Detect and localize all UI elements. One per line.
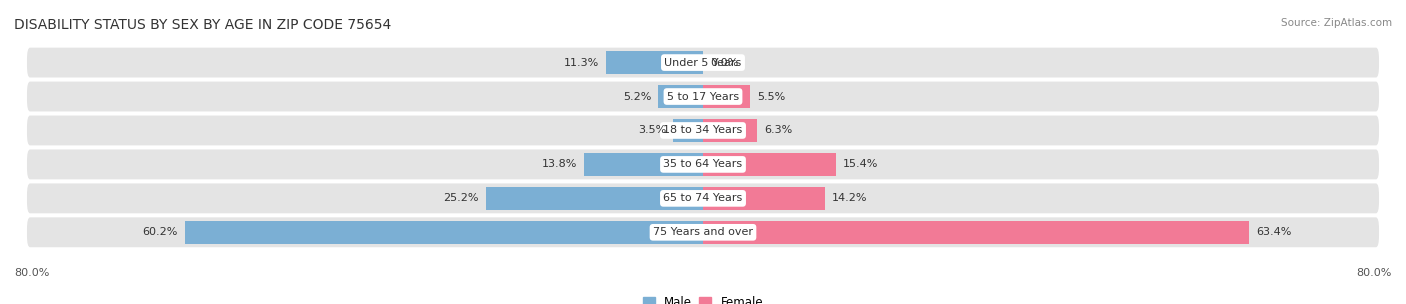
FancyBboxPatch shape — [27, 150, 1379, 179]
Bar — [673, 119, 703, 142]
Text: 3.5%: 3.5% — [638, 126, 666, 136]
Text: 35 to 64 Years: 35 to 64 Years — [664, 159, 742, 169]
Bar — [703, 119, 758, 142]
Text: 14.2%: 14.2% — [832, 193, 868, 203]
Bar — [486, 187, 703, 210]
Text: DISABILITY STATUS BY SEX BY AGE IN ZIP CODE 75654: DISABILITY STATUS BY SEX BY AGE IN ZIP C… — [14, 18, 391, 32]
Text: 13.8%: 13.8% — [541, 159, 578, 169]
Text: 5.5%: 5.5% — [758, 92, 786, 102]
Bar — [606, 51, 703, 74]
Text: 15.4%: 15.4% — [842, 159, 877, 169]
Text: 25.2%: 25.2% — [444, 193, 479, 203]
Text: 18 to 34 Years: 18 to 34 Years — [664, 126, 742, 136]
Bar — [184, 221, 703, 244]
FancyBboxPatch shape — [27, 81, 1379, 112]
Text: 0.0%: 0.0% — [710, 57, 738, 67]
Bar — [703, 187, 825, 210]
Bar — [583, 153, 703, 176]
Bar — [658, 85, 703, 108]
Text: 60.2%: 60.2% — [142, 227, 177, 237]
Text: 11.3%: 11.3% — [564, 57, 599, 67]
FancyBboxPatch shape — [27, 48, 1379, 78]
Text: 5.2%: 5.2% — [623, 92, 651, 102]
Text: 65 to 74 Years: 65 to 74 Years — [664, 193, 742, 203]
FancyBboxPatch shape — [27, 217, 1379, 247]
Text: 63.4%: 63.4% — [1256, 227, 1291, 237]
Legend: Male, Female: Male, Female — [643, 295, 763, 304]
FancyBboxPatch shape — [27, 116, 1379, 145]
FancyBboxPatch shape — [27, 183, 1379, 213]
Text: 80.0%: 80.0% — [14, 268, 49, 278]
Text: 75 Years and over: 75 Years and over — [652, 227, 754, 237]
Text: 80.0%: 80.0% — [1357, 268, 1392, 278]
Text: Source: ZipAtlas.com: Source: ZipAtlas.com — [1281, 18, 1392, 28]
Bar — [703, 153, 835, 176]
Bar — [703, 221, 1249, 244]
Text: 5 to 17 Years: 5 to 17 Years — [666, 92, 740, 102]
Text: Under 5 Years: Under 5 Years — [665, 57, 741, 67]
Bar — [703, 85, 751, 108]
Text: 6.3%: 6.3% — [763, 126, 793, 136]
